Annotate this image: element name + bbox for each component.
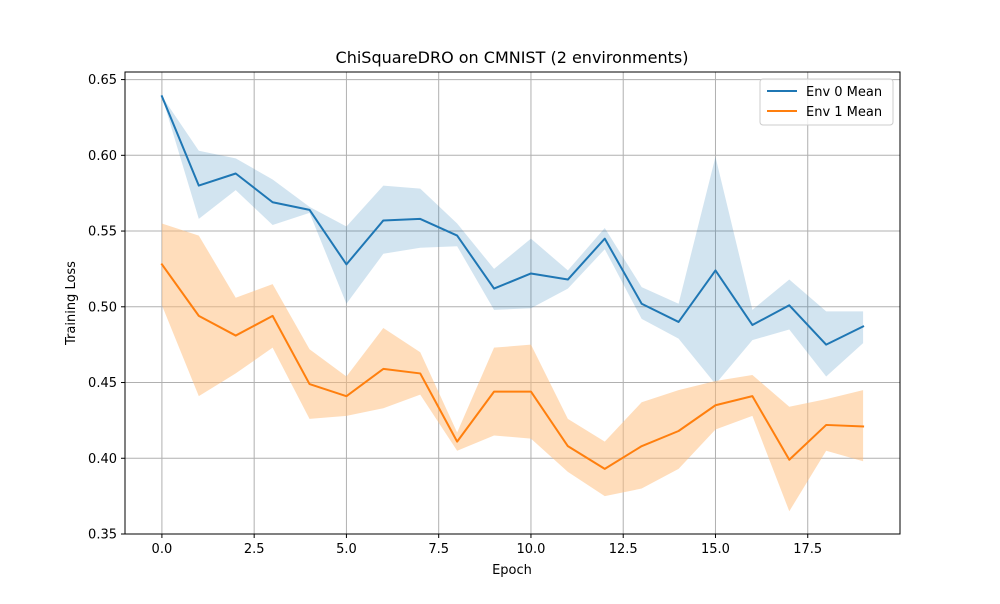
y-tick-label: 0.40 [88,452,117,467]
chart-title: ChiSquareDRO on CMNIST (2 environments) [336,48,689,67]
x-tick-label: 12.5 [609,542,638,557]
y-tick-label: 0.45 [88,376,117,391]
x-axis-label: Epoch [492,563,532,578]
y-tick-label: 0.35 [88,528,117,543]
x-tick-label: 17.5 [793,542,822,557]
y-tick-label: 0.55 [88,225,117,240]
x-tick-label: 15.0 [701,542,730,557]
x-tick-label: 7.5 [428,542,449,557]
x-tick-label: 10.0 [516,542,545,557]
y-tick-label: 0.65 [88,73,117,88]
legend: Env 0 Mean Env 1 Mean [760,79,893,125]
y-axis-label: Training Loss [64,261,79,346]
y-tick-label: 0.60 [88,149,117,164]
legend-label-env-1: Env 1 Mean [806,105,882,120]
x-tick-label: 0.0 [152,542,173,557]
y-tick-label: 0.50 [88,300,117,315]
legend-label-env-0: Env 0 Mean [806,85,882,100]
x-tick-label: 2.5 [244,542,265,557]
x-tick-label: 5.0 [336,542,357,557]
